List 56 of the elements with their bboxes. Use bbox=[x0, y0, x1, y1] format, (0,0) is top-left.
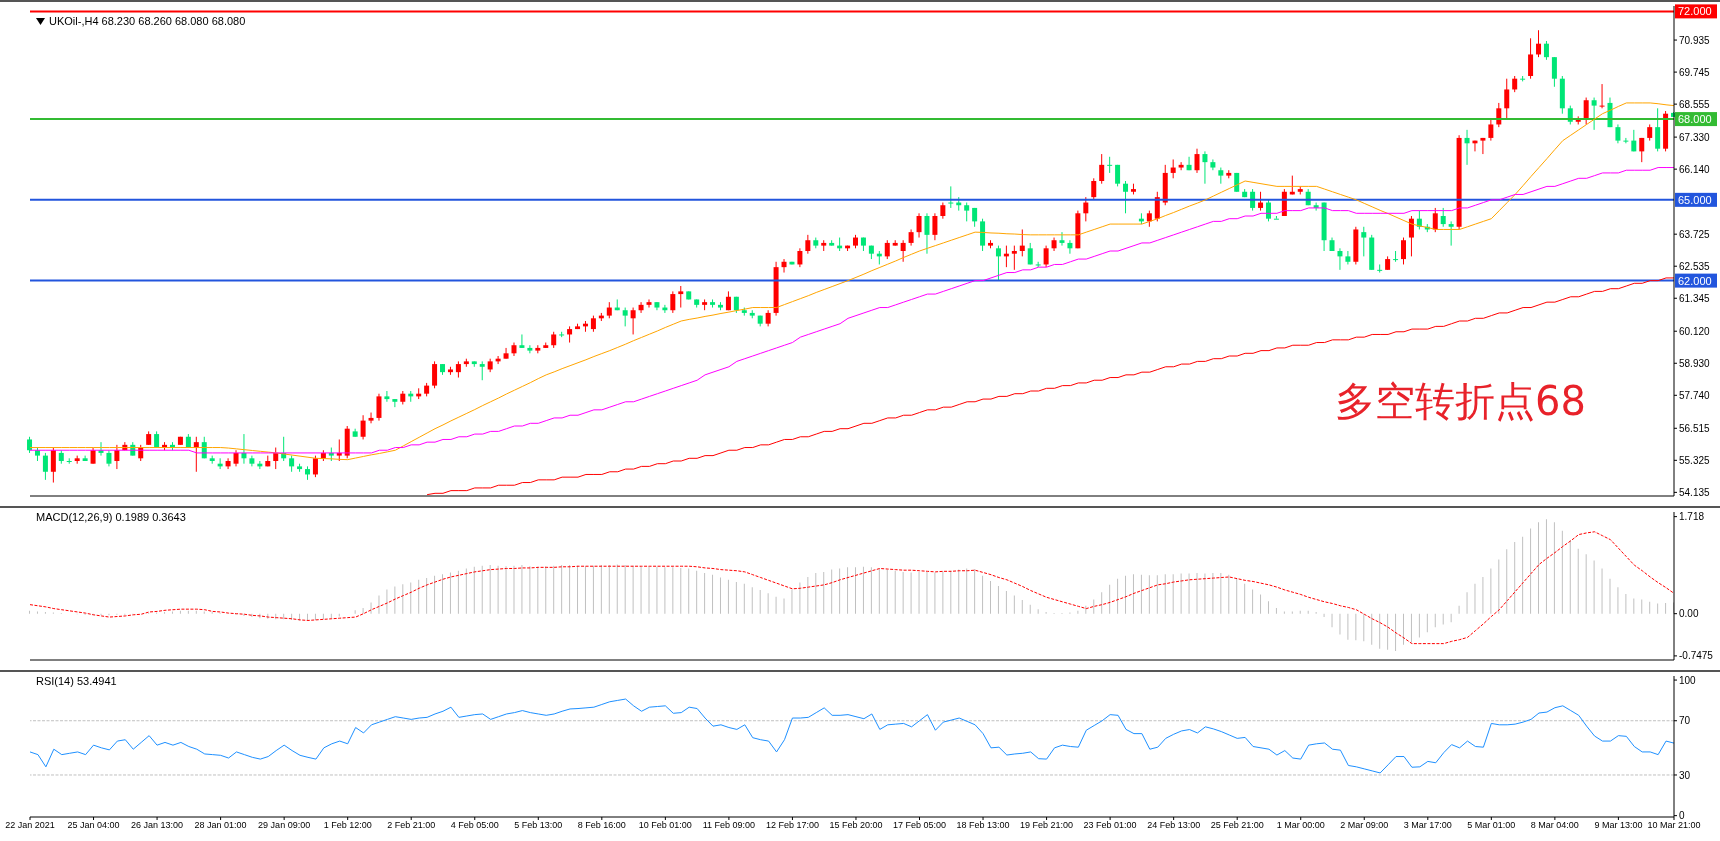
x-tick-label: 29 Jan 09:00 bbox=[258, 820, 311, 831]
x-tick-label: 8 Feb 16:00 bbox=[577, 820, 626, 831]
ref-line-label: 65.000 bbox=[1678, 193, 1712, 206]
y-tick-label: 66.140 bbox=[1679, 163, 1711, 175]
y-tick-label: 56.515 bbox=[1679, 422, 1711, 434]
x-tick-label: 25 Jan 04:00 bbox=[67, 820, 120, 831]
y-tick-label: 1.718 bbox=[1679, 511, 1705, 523]
x-tick-label: 10 Feb 01:00 bbox=[638, 820, 692, 831]
x-tick-label: 24 Feb 13:00 bbox=[1147, 820, 1201, 831]
y-tick-label: 70 bbox=[1679, 715, 1691, 727]
y-tick-label: 30 bbox=[1679, 769, 1691, 781]
x-tick-label: 4 Feb 05:00 bbox=[450, 820, 499, 831]
x-tick-label: 10 Mar 21:00 bbox=[1647, 820, 1701, 831]
x-tick-label: 17 Feb 05:00 bbox=[892, 820, 947, 831]
x-tick-label: 23 Feb 01:00 bbox=[1083, 820, 1137, 831]
x-tick-label: 1 Mar 00:00 bbox=[1276, 820, 1325, 831]
y-tick-label: 70.935 bbox=[1679, 34, 1711, 46]
x-tick-label: 28 Jan 01:00 bbox=[194, 820, 247, 831]
x-tick-label: 15 Feb 20:00 bbox=[829, 820, 883, 831]
x-tick-label: 2 Feb 21:00 bbox=[387, 820, 436, 831]
chart-title: RSI(14) 53.4941 bbox=[36, 675, 117, 687]
y-tick-label: 67.330 bbox=[1679, 131, 1711, 143]
ref-line-label: 72.000 bbox=[1678, 5, 1712, 18]
y-tick-label: -0.7475 bbox=[1679, 650, 1714, 662]
x-tick-label: 26 Jan 13:00 bbox=[131, 820, 184, 831]
x-tick-label: 5 Mar 01:00 bbox=[1467, 820, 1516, 831]
x-tick-label: 3 Mar 17:00 bbox=[1403, 820, 1452, 831]
y-tick-label: 60.120 bbox=[1679, 325, 1711, 337]
annotation: 多空转折点68 bbox=[1335, 377, 1586, 426]
ref-line-label: 68.000 bbox=[1678, 113, 1712, 126]
y-tick-label: 55.325 bbox=[1679, 454, 1711, 466]
x-tick-label: 22 Jan 2021 bbox=[5, 820, 55, 831]
y-tick-label: 61.345 bbox=[1679, 292, 1711, 304]
ref-line-label: 62.000 bbox=[1678, 274, 1712, 287]
x-tick-label: 1 Feb 12:00 bbox=[323, 820, 372, 831]
y-tick-label: 63.725 bbox=[1679, 228, 1711, 240]
y-tick-label: 68.555 bbox=[1679, 98, 1711, 110]
y-tick-label: 0.00 bbox=[1679, 608, 1699, 620]
x-tick-label: 18 Feb 13:00 bbox=[956, 820, 1010, 831]
x-tick-label: 19 Feb 21:00 bbox=[1020, 820, 1074, 831]
x-tick-label: 5 Feb 13:00 bbox=[514, 820, 563, 831]
y-tick-label: 54.135 bbox=[1679, 486, 1711, 498]
y-tick-label: 57.740 bbox=[1679, 389, 1711, 401]
text: UKOil-,H4 68.230 68.260 68.080 68.080 bbox=[49, 15, 246, 27]
x-tick-label: 11 Feb 09:00 bbox=[702, 820, 756, 831]
chart-title: MACD(12,26,9) 0.1989 0.3643 bbox=[36, 511, 186, 523]
y-tick-label: 58.930 bbox=[1679, 357, 1711, 369]
x-tick-label: 12 Feb 17:00 bbox=[765, 820, 819, 831]
y-tick-label: 0 bbox=[1679, 810, 1685, 822]
x-tick-label: 9 Mar 13:00 bbox=[1594, 820, 1643, 831]
x-tick-label: 2 Mar 09:00 bbox=[1340, 820, 1389, 831]
y-tick-label: 100 bbox=[1679, 674, 1697, 686]
x-tick-label: 25 Feb 21:00 bbox=[1210, 820, 1264, 831]
y-tick-label: 62.535 bbox=[1679, 260, 1711, 272]
y-tick-label: 69.745 bbox=[1679, 66, 1711, 78]
x-tick-label: 8 Mar 04:00 bbox=[1530, 820, 1579, 831]
